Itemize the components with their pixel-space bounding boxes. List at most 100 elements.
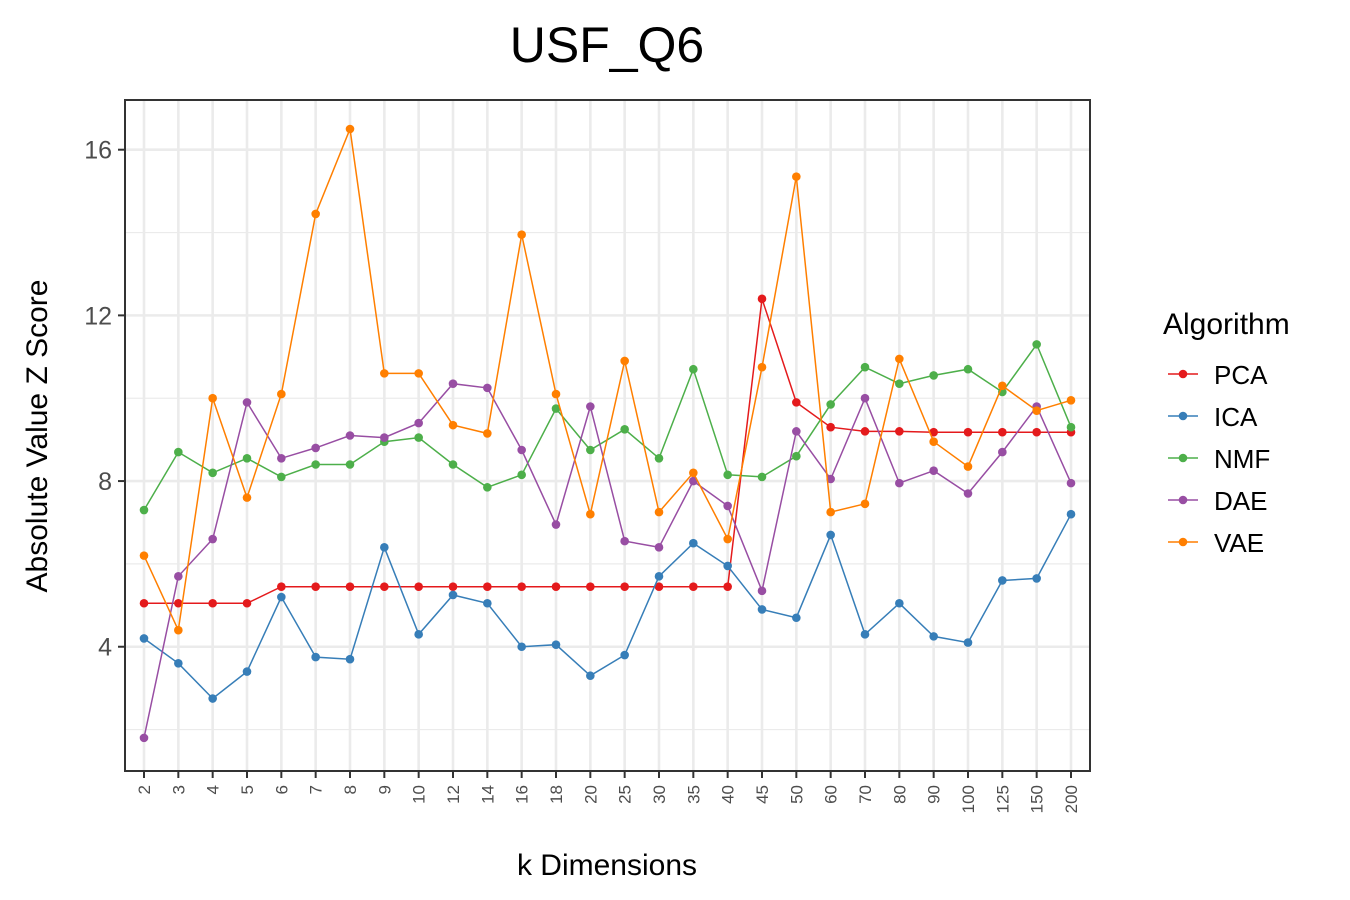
- x-tick-label: 12: [444, 785, 463, 804]
- y-axis-title: Absolute Value Z Score: [21, 280, 54, 593]
- data-point-nmf: [689, 364, 698, 374]
- x-tick-label: 30: [650, 785, 669, 804]
- x-tick-label: 100: [959, 785, 978, 813]
- data-point-nmf: [757, 472, 767, 482]
- data-point-vae: [517, 230, 526, 239]
- x-tick-label: 45: [753, 785, 772, 804]
- data-point-dae: [586, 402, 595, 411]
- legend-items: PCA ICA NMF DAE VAE: [1168, 360, 1270, 558]
- data-point-vae: [414, 369, 423, 378]
- x-tick-label: 16: [513, 785, 532, 804]
- series-line-dae: [143, 382, 1072, 739]
- y-tick-label: 16: [84, 137, 112, 165]
- data-point-vae: [242, 493, 252, 502]
- data-point-nmf: [826, 400, 835, 409]
- data-point-ica: [1032, 574, 1041, 583]
- data-point-pca: [895, 427, 904, 436]
- data-point-pca: [517, 582, 526, 591]
- legend-key-point: [1178, 537, 1188, 547]
- data-point-vae: [860, 499, 870, 509]
- data-point-dae: [654, 543, 664, 552]
- x-tick-label: 70: [856, 785, 875, 804]
- data-point-dae: [723, 501, 732, 511]
- data-point-vae: [345, 124, 355, 134]
- data-point-ica: [139, 634, 149, 643]
- data-point-vae: [998, 381, 1007, 391]
- data-point-ica: [586, 671, 595, 681]
- x-tick-label: 125: [993, 785, 1012, 813]
- x-tick-label: 8: [341, 785, 360, 794]
- legend-key-point: [1178, 453, 1188, 463]
- data-point-vae: [620, 356, 629, 366]
- y-tick-label: 4: [98, 634, 112, 662]
- data-point-nmf: [483, 482, 492, 492]
- data-point-dae: [689, 476, 698, 486]
- plot-border: [124, 99, 1091, 772]
- data-point-vae: [723, 534, 732, 544]
- data-point-ica: [208, 694, 217, 703]
- x-tick-label: 50: [787, 785, 806, 804]
- data-point-ica: [380, 543, 389, 552]
- x-tick-label: 7: [307, 785, 326, 794]
- data-point-dae: [998, 447, 1007, 457]
- data-point-nmf: [860, 362, 870, 372]
- y-tick-label: 8: [98, 468, 112, 496]
- data-point-vae: [895, 354, 904, 364]
- data-point-vae: [792, 172, 801, 181]
- series-layer: [139, 124, 1076, 743]
- data-point-dae: [311, 443, 320, 453]
- data-point-ica: [277, 592, 286, 602]
- data-point-nmf: [414, 433, 423, 442]
- legend-label: VAE: [1214, 528, 1264, 558]
- data-point-nmf: [345, 460, 355, 469]
- data-point-pca: [860, 427, 870, 436]
- series-pca: [139, 294, 1076, 608]
- data-point-dae: [895, 478, 904, 488]
- data-point-dae: [345, 431, 355, 440]
- data-point-vae: [139, 551, 149, 560]
- data-point-pca: [551, 582, 561, 591]
- data-point-dae: [517, 445, 526, 455]
- data-point-nmf: [654, 453, 664, 463]
- series-line-ica: [143, 513, 1072, 700]
- data-point-pca: [586, 582, 595, 591]
- data-point-pca: [1032, 427, 1041, 437]
- data-point-pca: [380, 582, 389, 591]
- data-point-pca: [757, 294, 767, 304]
- data-point-pca: [139, 598, 149, 608]
- data-point-dae: [1066, 478, 1076, 488]
- data-point-ica: [654, 572, 664, 581]
- data-point-vae: [174, 625, 183, 635]
- data-point-ica: [551, 640, 561, 649]
- data-point-pca: [242, 598, 252, 608]
- x-tick-label: 9: [375, 785, 394, 794]
- data-point-dae: [483, 383, 492, 393]
- x-tick-label: 90: [925, 785, 944, 804]
- x-tick-label: 2: [135, 785, 154, 794]
- data-point-dae: [208, 534, 217, 544]
- data-point-vae: [826, 507, 835, 517]
- data-point-dae: [139, 733, 149, 743]
- legend-item-dae: DAE: [1168, 486, 1267, 516]
- data-point-dae: [448, 379, 458, 389]
- legend-title: Algorithm: [1163, 308, 1290, 341]
- x-tick-label: 25: [616, 785, 635, 804]
- data-point-ica: [242, 667, 252, 676]
- data-point-ica: [826, 530, 835, 540]
- data-point-nmf: [929, 371, 938, 380]
- data-point-vae: [311, 209, 320, 219]
- data-point-nmf: [586, 445, 595, 455]
- data-point-nmf: [620, 424, 629, 434]
- data-point-ica: [929, 632, 938, 641]
- data-point-ica: [860, 630, 870, 639]
- data-point-dae: [551, 520, 561, 529]
- legend-item-ica: ICA: [1168, 402, 1258, 432]
- x-tick-label: 10: [410, 785, 429, 804]
- x-tick-label: 80: [890, 785, 909, 804]
- data-point-vae: [654, 507, 664, 517]
- data-point-pca: [826, 422, 835, 432]
- data-point-ica: [895, 598, 904, 608]
- data-point-pca: [654, 582, 664, 591]
- data-point-nmf: [174, 447, 183, 457]
